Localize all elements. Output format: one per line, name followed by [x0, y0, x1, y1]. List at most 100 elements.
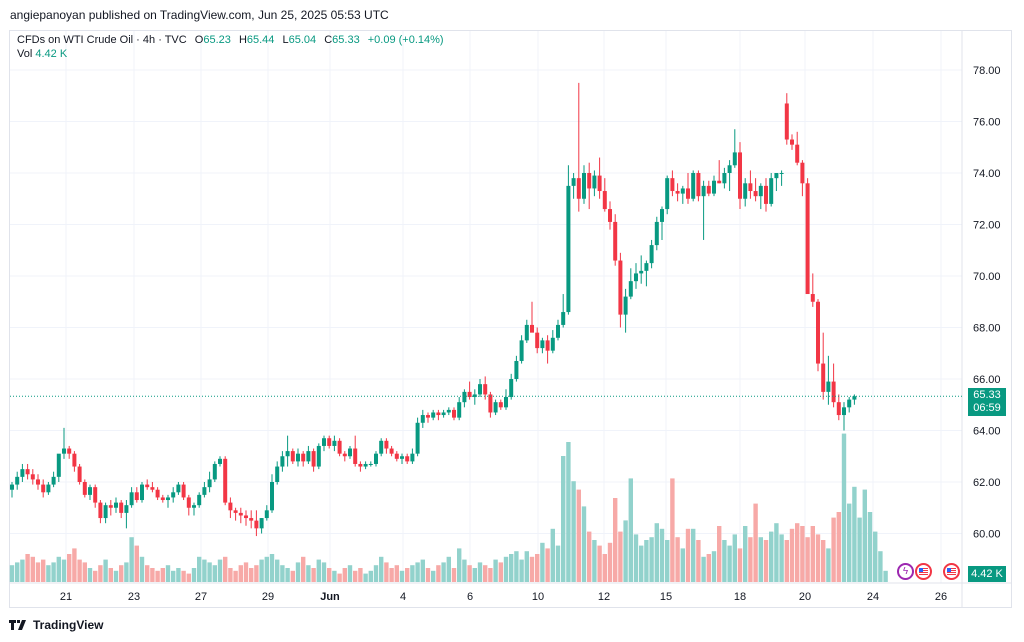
- volume-bar: [696, 540, 701, 582]
- volume-bar: [363, 573, 368, 582]
- candle-body: [675, 191, 680, 194]
- volume-bar: [254, 565, 259, 582]
- volume-bar: [878, 551, 883, 582]
- volume-bar: [353, 570, 358, 582]
- volume-bar: [72, 548, 77, 582]
- volume-bar: [472, 568, 477, 582]
- candle-body: [166, 497, 170, 501]
- footer-brand: TradingView: [33, 618, 104, 632]
- candle-body: [379, 440, 384, 454]
- volume-bar: [561, 456, 566, 582]
- volume-bar: [852, 486, 857, 582]
- us-flag-icon[interactable]: [915, 563, 932, 580]
- candle-body: [779, 173, 784, 174]
- legend-close-label: C: [324, 34, 333, 46]
- candle-body: [348, 448, 352, 457]
- candle-body: [129, 492, 134, 506]
- candle-body: [108, 505, 113, 508]
- volume-bar: [337, 573, 342, 582]
- candle-body: [322, 438, 326, 446]
- volume-bar: [233, 570, 238, 582]
- legend-open-label: O: [194, 34, 204, 46]
- volume-bar: [493, 559, 498, 582]
- volume-bar: [389, 568, 394, 582]
- candle-body: [270, 482, 274, 511]
- candle-body: [571, 178, 576, 186]
- candle-body: [51, 476, 56, 485]
- candle-body: [550, 337, 555, 351]
- candle-body: [649, 245, 654, 264]
- legend-close-value: 65.33: [332, 34, 360, 46]
- volume-bar: [649, 537, 654, 582]
- candle-body: [415, 422, 420, 454]
- volume-bar: [737, 548, 743, 582]
- volume-bar: [701, 556, 706, 582]
- candle-body: [540, 340, 545, 349]
- volume-bar: [103, 559, 108, 582]
- legend-symbol[interactable]: CFDs on WTI Crude Oil · 4h · TVC: [17, 34, 187, 46]
- candle-body: [311, 451, 316, 467]
- candle-body: [254, 520, 259, 529]
- volume-bar: [451, 568, 457, 582]
- volume-bar: [191, 568, 197, 582]
- legend-high-label: H: [238, 34, 247, 46]
- volume-bar: [847, 503, 852, 582]
- us-flag-icon[interactable]: [943, 563, 960, 580]
- x-tick-label: 12: [598, 591, 610, 603]
- candle-body: [259, 518, 264, 529]
- volume-bar: [623, 520, 628, 582]
- candle-body: [493, 402, 498, 413]
- volume-bar: [519, 559, 524, 582]
- bar-countdown: 06:59: [973, 402, 1001, 414]
- volume-bar: [488, 568, 493, 582]
- publish-header: angiepanoyan published on TradingView.co…: [10, 8, 389, 22]
- candle-body: [46, 484, 51, 493]
- x-tick-label: 23: [128, 591, 140, 603]
- volume-bar: [228, 568, 233, 582]
- candle-body: [446, 409, 451, 413]
- candle-body: [592, 175, 597, 189]
- candle-body: [353, 448, 358, 464]
- lightning-icon[interactable]: ϟ: [897, 563, 914, 580]
- candle-body: [181, 484, 186, 498]
- volume-bar: [181, 570, 186, 582]
- candle-body: [478, 384, 482, 395]
- volume-bar: [176, 568, 181, 582]
- volume-bar: [243, 562, 249, 582]
- tradingview-logo-icon: [9, 620, 26, 630]
- tradingview-footer[interactable]: TradingView: [9, 618, 103, 632]
- volume-bar: [82, 562, 87, 582]
- legend-change: +0.09 (+0.14%): [367, 34, 444, 46]
- candle-body: [613, 221, 618, 261]
- volume-bar: [311, 568, 316, 582]
- candle-body: [176, 484, 181, 493]
- volume-bar: [675, 537, 680, 582]
- us-flag-icon: [919, 568, 928, 575]
- volume-bar: [545, 548, 550, 582]
- volume-bar: [46, 565, 51, 582]
- candle-body: [727, 165, 732, 173]
- candle-body: [504, 397, 508, 408]
- volume-bar: [862, 489, 867, 582]
- volume-bar: [576, 489, 581, 582]
- volume-bar: [379, 556, 384, 582]
- volume-bar: [529, 556, 535, 582]
- volume-bar: [462, 559, 467, 582]
- volume-bar: [685, 528, 691, 582]
- volume-bar: [67, 554, 72, 582]
- candle-body: [36, 479, 40, 485]
- x-tick-label: 21: [60, 591, 72, 603]
- candle-body: [514, 360, 519, 379]
- volume-bar: [732, 534, 737, 582]
- volume-bar: [607, 542, 613, 582]
- candle-body: [301, 453, 306, 462]
- candle-body: [363, 463, 368, 467]
- candle-body: [134, 492, 139, 501]
- legend-low-value: 65.04: [288, 34, 317, 46]
- volume-legend-label[interactable]: Vol: [17, 48, 33, 60]
- candle-body: [124, 505, 129, 513]
- candle-body: [836, 402, 841, 416]
- volume-bar: [436, 565, 441, 582]
- volume-bar: [836, 512, 841, 582]
